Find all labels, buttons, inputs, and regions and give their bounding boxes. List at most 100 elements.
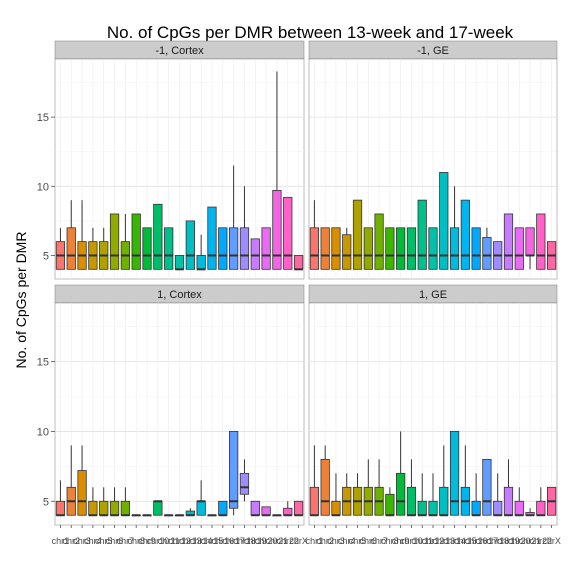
x-tick-label: chr8 <box>381 536 399 546</box>
box-body <box>239 227 250 270</box>
x-tick-label: chr4 <box>338 536 356 546</box>
box-chrX <box>547 486 557 516</box>
box-chr14 <box>196 480 206 516</box>
box-chr10 <box>153 203 163 270</box>
box-chr12 <box>428 473 438 517</box>
box-chr17 <box>482 458 492 516</box>
box-body <box>185 220 195 270</box>
box-chr10 <box>153 500 163 516</box>
x-tick-label: chr21 <box>266 536 289 546</box>
box-body <box>109 213 120 270</box>
x-tick-label: chr15 <box>201 536 224 546</box>
box-chr3 <box>77 445 87 516</box>
y-tick-label: 15 <box>37 112 49 124</box>
box-chr15 <box>460 199 470 270</box>
box-chrX <box>293 255 304 271</box>
x-tick-label: chr18 <box>486 536 509 546</box>
x-tick-label: chr19 <box>497 536 520 546</box>
box-body <box>439 172 449 270</box>
box-body <box>385 493 395 516</box>
box-chr16 <box>218 500 228 517</box>
box-chr19 <box>250 500 260 517</box>
box-body <box>261 506 271 516</box>
box-chr14 <box>196 234 206 271</box>
x-tick-label: chr9 <box>392 536 410 546</box>
x-tick-label: chr2 <box>62 536 80 546</box>
x-tick-label: chr10 <box>400 536 423 546</box>
box-body <box>142 227 152 270</box>
box-chr11 <box>164 227 174 270</box>
box-body <box>174 255 185 270</box>
box-chr16 <box>218 227 228 270</box>
box-body <box>352 199 363 270</box>
x-tick-label: chr6 <box>106 536 124 546</box>
box-body <box>331 227 341 270</box>
y-tick-label: 10 <box>37 426 49 438</box>
box-body <box>536 213 546 270</box>
x-tick-label: chr16 <box>212 536 235 546</box>
box-body <box>449 227 460 270</box>
box-body <box>493 500 503 516</box>
box-chr6 <box>109 213 120 270</box>
x-tick-label: chr1 <box>52 536 70 546</box>
box-body <box>164 227 174 270</box>
box-chr1 <box>55 227 66 270</box>
facet-panel: -1, GE <box>308 40 558 280</box>
x-tick-label: chr7 <box>117 536 135 546</box>
x-tick-label: chr1 <box>306 536 324 546</box>
box-chr4 <box>342 473 352 516</box>
x-tick-label: chr5 <box>95 536 113 546</box>
box-chr5 <box>99 487 109 517</box>
x-tick-label: chr3 <box>327 536 345 546</box>
box-chr15 <box>207 206 217 270</box>
box-chr14 <box>449 431 460 516</box>
box-chr8 <box>131 213 141 270</box>
box-body <box>120 500 130 516</box>
box-body <box>196 255 206 270</box>
box-chr8 <box>385 227 395 270</box>
x-tick-label: chr22 <box>530 536 553 546</box>
box-body <box>196 500 206 516</box>
x-tick-label: chr17 <box>476 536 499 546</box>
box-chr19 <box>503 213 514 270</box>
box-chr20 <box>261 227 271 270</box>
x-tick-label: chr13 <box>179 536 202 546</box>
box-body <box>331 500 341 516</box>
x-tick-label: chrX <box>289 536 308 546</box>
box-chr21 <box>272 514 282 517</box>
box-body <box>293 255 304 270</box>
box-body <box>374 213 384 270</box>
box-chr19 <box>250 238 260 270</box>
y-axis-label: No. of CpGs per DMR <box>13 232 29 369</box>
box-chr11 <box>417 199 427 270</box>
box-body <box>514 500 524 516</box>
facet-panel: 1, Cortex51015chr1chr2chr3chr4chr5chr6ch… <box>37 284 308 546</box>
box-body <box>250 238 260 270</box>
box-body <box>417 199 427 270</box>
box-body <box>272 190 282 270</box>
box-chr20 <box>261 506 271 517</box>
box-body <box>439 486 449 516</box>
box-body <box>239 472 250 495</box>
x-tick-label: chr2 <box>316 536 334 546</box>
box-chr9 <box>142 227 152 270</box>
x-tick-label: chr21 <box>519 536 542 546</box>
box-body <box>207 206 217 270</box>
box-body <box>406 486 417 516</box>
box-chr16 <box>471 473 481 517</box>
facet-strip-label: 1, GE <box>419 289 447 301</box>
box-body <box>309 486 319 516</box>
box-body <box>385 227 395 270</box>
x-tick-label: chr8 <box>127 536 145 546</box>
box-chr7 <box>120 487 130 517</box>
x-tick-label: chr6 <box>360 536 378 546</box>
x-tick-label: chr13 <box>433 536 456 546</box>
x-tick-label: chr11 <box>158 536 180 546</box>
box-chr13 <box>439 445 449 517</box>
box-chr7 <box>374 213 384 270</box>
x-tick-label: chr17 <box>222 536 245 546</box>
box-chr20 <box>514 227 524 270</box>
box-body <box>99 500 109 516</box>
box-chr8 <box>385 487 395 517</box>
box-chr2 <box>320 227 330 270</box>
